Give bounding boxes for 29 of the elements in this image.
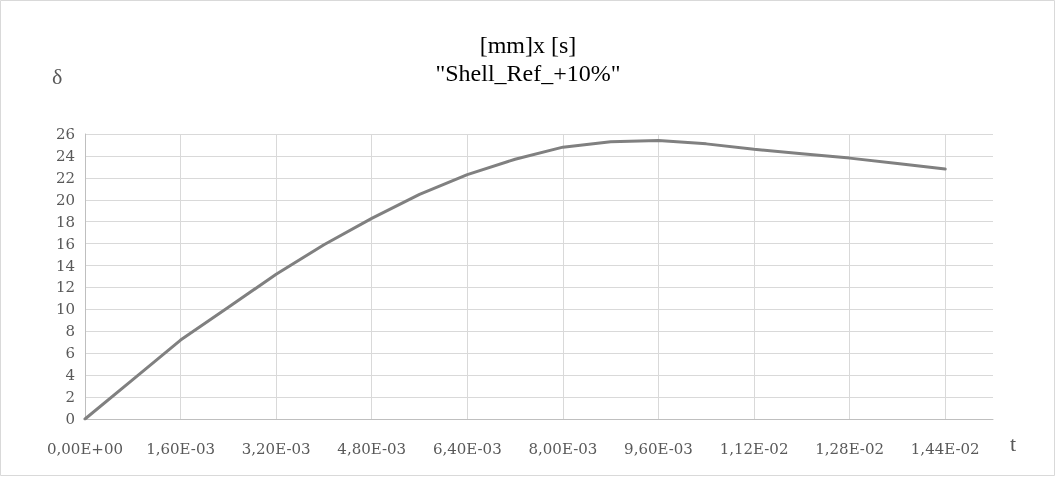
y-tick-label: 0 (65, 410, 75, 428)
x-tick-label: 1,44E-02 (910, 439, 980, 458)
y-tick-label: 20 (55, 190, 75, 209)
y-tick-label: 18 (55, 212, 75, 231)
chart-subtitle: "Shell_Ref_+10%" (435, 60, 621, 86)
line-series (83, 139, 947, 421)
x-tick-label: 1,60E-03 (146, 439, 215, 458)
x-tick-label: 4,80E-03 (337, 439, 407, 458)
y-axis-title: δ (52, 63, 63, 89)
y-tick-label: 6 (65, 344, 75, 363)
y-tick-label: 16 (55, 234, 75, 253)
y-tick-label: 10 (55, 300, 75, 319)
y-tick-label: 24 (55, 146, 75, 165)
y-tick-label: 26 (55, 125, 75, 143)
x-tick-label: 3,20E-03 (241, 439, 311, 458)
x-tick-label: 0,00E+00 (46, 439, 124, 458)
y-tick-label: 8 (65, 322, 75, 341)
x-tick-label: 1,28E-02 (815, 439, 885, 458)
y-tick-label: 4 (65, 366, 75, 385)
y-tick-label: 12 (55, 278, 75, 297)
y-tick-label: 2 (65, 388, 75, 407)
chart-title: [mm]x [s] (479, 32, 577, 58)
x-tick-label: 9,60E-03 (624, 439, 693, 458)
x-tick-label: 6,40E-03 (432, 439, 502, 458)
x-axis-title: t (1010, 430, 1017, 456)
y-tick-label: 22 (55, 168, 75, 187)
y-tick-label: 14 (55, 256, 75, 275)
x-tick-label: 8,00E-03 (528, 439, 598, 458)
x-tick-label: 1,12E-02 (719, 439, 789, 458)
